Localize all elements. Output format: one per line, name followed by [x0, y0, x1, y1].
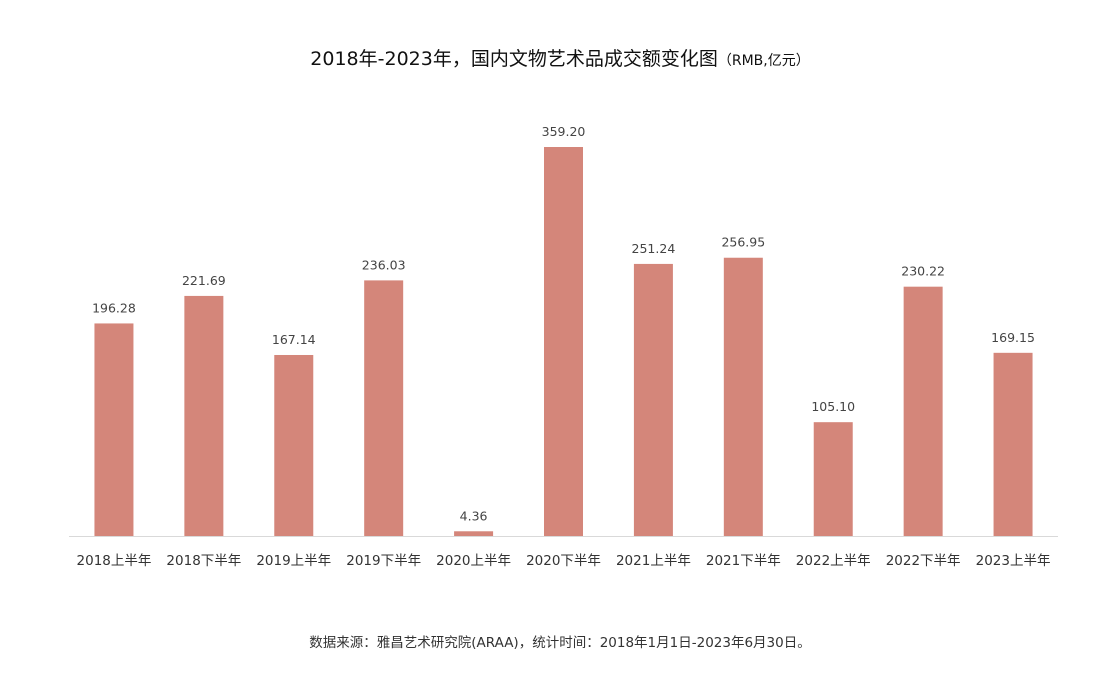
x-tick-label-2022下半年: 2022下半年	[886, 553, 961, 569]
chart-title-main: 2018年-2023年，国内文物艺术品成交额变化图	[310, 48, 718, 70]
chart-title-unit: （RMB,亿元）	[717, 53, 810, 69]
chart-title: 2018年-2023年，国内文物艺术品成交额变化图（RMB,亿元）	[0, 44, 1120, 71]
value-label-2021上半年: 251.24	[632, 241, 676, 256]
bars-group	[94, 147, 1033, 536]
bar-2021下半年	[723, 257, 763, 536]
x-tick-label-2021下半年: 2021下半年	[706, 553, 781, 569]
bar-2019下半年	[364, 280, 404, 536]
bar-2021上半年	[633, 263, 673, 536]
x-tick-labels-group: 2018上半年 2018下半年 2019上半年 2019下半年 2020上半年 2020下…	[77, 553, 1051, 569]
source-note: 数据来源：雅昌艺术研究院(ARAA)，统计时间：2018年1月1日-2023年6…	[309, 635, 811, 651]
value-label-2022下半年: 230.22	[901, 264, 945, 279]
value-label-2021下半年: 256.95	[721, 235, 765, 250]
value-label-2018下半年: 221.69	[182, 273, 226, 288]
x-tick-label-2018下半年: 2018下半年	[166, 553, 241, 569]
value-label-2020上半年: 4.36	[460, 508, 488, 523]
value-label-2022上半年: 105.10	[811, 399, 855, 414]
x-tick-label-2019下半年: 2019下半年	[346, 553, 421, 569]
bar-2018上半年	[94, 323, 134, 536]
value-labels-group: 196.28 221.69 167.14 236.03 4.36 359.20 251.24…	[92, 124, 1035, 523]
bar-2022下半年	[903, 286, 943, 536]
bar-2019上半年	[274, 354, 314, 536]
x-tick-label-2023上半年: 2023上半年	[976, 553, 1051, 569]
x-tick-label-2019上半年: 2019上半年	[256, 553, 331, 569]
bar-2020下半年	[544, 147, 583, 536]
x-tick-label-2021上半年: 2021上半年	[616, 553, 691, 569]
value-label-2019下半年: 236.03	[362, 257, 406, 272]
value-label-2020下半年: 359.20	[542, 124, 586, 139]
bar-2020上半年	[454, 531, 494, 536]
value-label-2019上半年: 167.14	[272, 332, 316, 347]
value-label-2018上半年: 196.28	[92, 300, 136, 315]
value-label-2023上半年: 169.15	[991, 330, 1035, 345]
x-tick-label-2020下半年: 2020下半年	[526, 553, 601, 569]
bar-2018下半年	[184, 295, 224, 536]
bar-2023上半年	[993, 352, 1033, 536]
x-tick-label-2020上半年: 2020上半年	[436, 553, 511, 569]
x-tick-label-2022上半年: 2022上半年	[796, 553, 871, 569]
bar-2022上半年	[813, 422, 853, 536]
x-tick-label-2018上半年: 2018上半年	[77, 553, 152, 569]
